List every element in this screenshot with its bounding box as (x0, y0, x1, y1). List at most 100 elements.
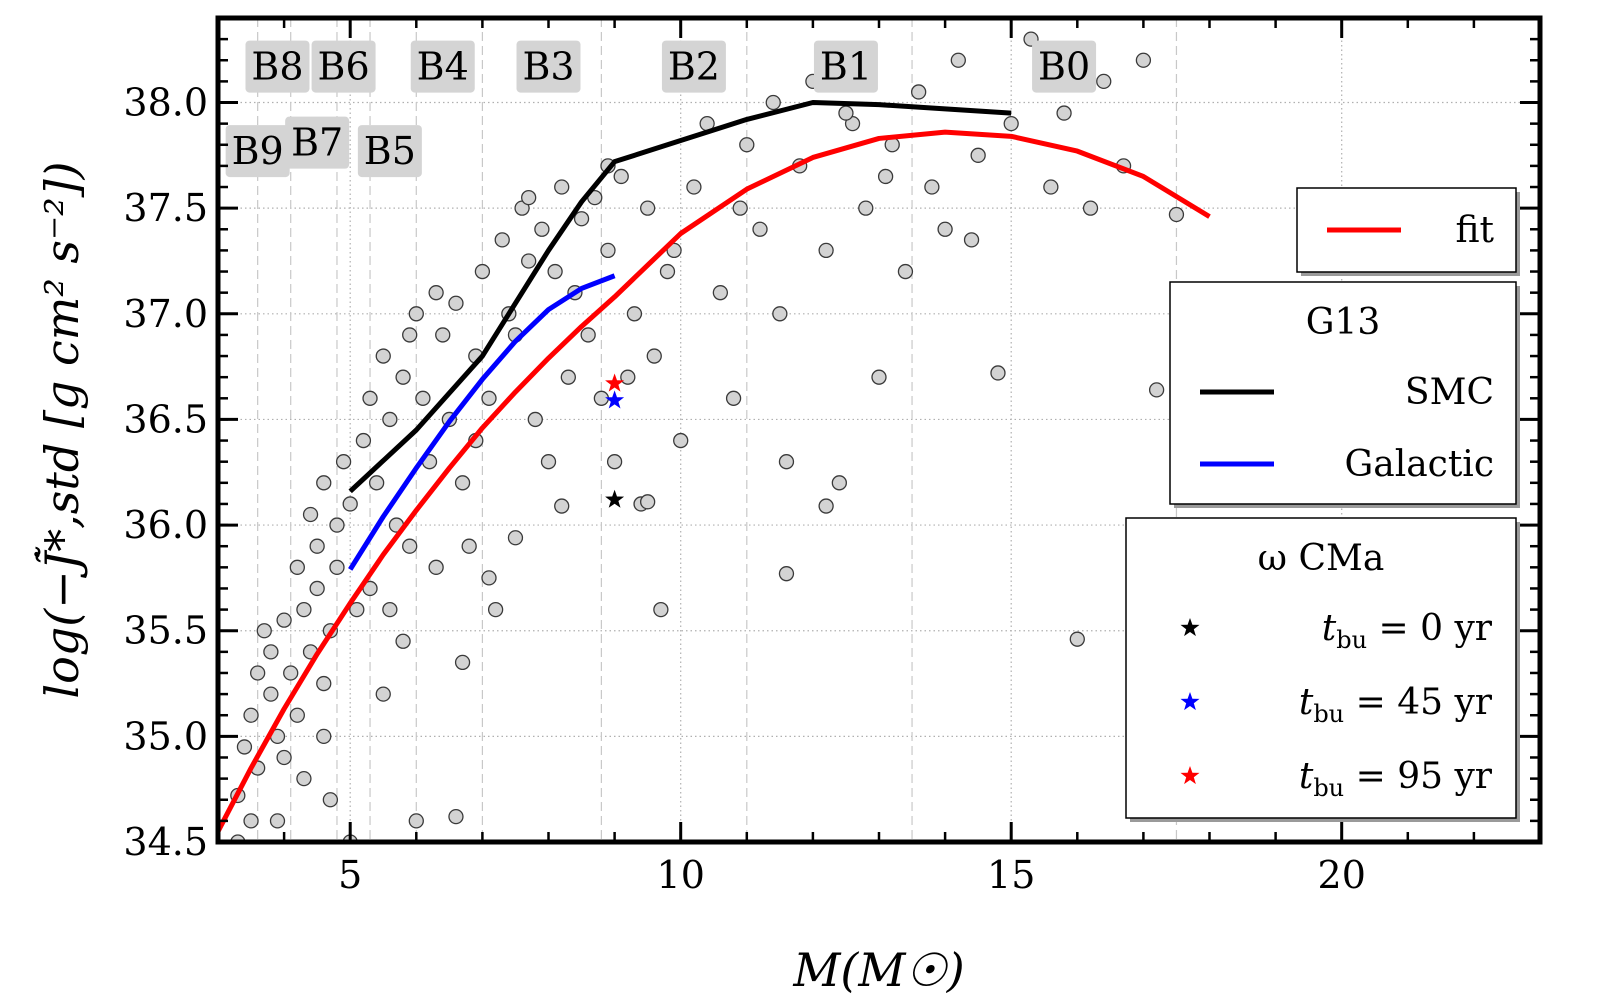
legend-label: SMC (1405, 372, 1494, 413)
x-tick-label: 10 (657, 853, 705, 897)
spectral-type-box (357, 125, 422, 178)
scatter-point (547, 263, 563, 280)
scatter-point (858, 200, 874, 216)
scatter-point (554, 179, 570, 195)
scatter-point (527, 411, 543, 428)
scatter-point (877, 168, 894, 185)
legend-star-swatch (1180, 766, 1200, 785)
scatter-point (329, 517, 345, 533)
spectral-type-box (813, 40, 878, 93)
legend-label: tbu = 0 yr (1322, 608, 1493, 654)
legend-title: G13 (1306, 302, 1381, 343)
scatter-point (474, 263, 491, 280)
scatter-point (402, 538, 418, 554)
scatter-point (283, 665, 299, 681)
scatter-point (428, 285, 444, 301)
scatter-point (269, 813, 286, 829)
y-tick-label: 37.5 (123, 186, 208, 230)
scatter-point (289, 707, 305, 723)
axis-titles: M(M☉) log(−J̃̇*,std [g cm² s⁻²]) (33, 161, 965, 997)
star-marker (605, 373, 625, 392)
scatter-point (990, 365, 1006, 381)
scatter-point (950, 52, 966, 68)
legend-title: ω CMa (1258, 538, 1385, 579)
scatter-point (560, 369, 576, 385)
scatter-point (296, 601, 312, 618)
scatter-point (970, 147, 986, 163)
scatter-point (573, 211, 590, 227)
scatter-point (1096, 73, 1112, 90)
scatter-point (448, 808, 464, 825)
y-axis-title: log(−J̃̇*,std [g cm² s⁻²]) (33, 161, 89, 698)
scatter-point (1082, 200, 1099, 216)
scatter-point (408, 813, 424, 829)
y-tick-label: 34.5 (123, 820, 208, 864)
spectral-type-box (661, 40, 726, 93)
scatter-point (263, 686, 279, 702)
scatter-point (408, 306, 424, 322)
x-tick-label: 20 (1318, 853, 1366, 897)
spectral-type-label: B7 (291, 121, 343, 165)
scatter-point (778, 566, 795, 582)
scatter-point (494, 232, 510, 248)
scatter-point (289, 559, 305, 575)
scatter-point (1043, 179, 1059, 195)
scatter-point (276, 749, 292, 766)
scatter-point (772, 306, 788, 322)
scatter-point (368, 475, 385, 491)
scatter-point (382, 601, 398, 618)
scatter-point (818, 242, 834, 259)
scatter-point (613, 168, 629, 185)
y-tick-label: 36.0 (123, 503, 208, 547)
legend-frame (1125, 517, 1517, 819)
scatter-point (838, 105, 854, 121)
scatter-point (712, 285, 729, 301)
spectral-type-box (225, 125, 290, 178)
scatter-point (395, 369, 411, 385)
scatter-point (1069, 631, 1085, 647)
scatter-point (725, 390, 742, 406)
scatter-point (256, 623, 272, 639)
scatter-point (349, 601, 365, 618)
scatter-point (521, 253, 537, 269)
scatter-point (309, 538, 325, 554)
scatter-point (435, 327, 451, 343)
series-line-smc (348, 100, 1012, 494)
scatter-point (329, 559, 345, 575)
scatter-point (1056, 105, 1072, 121)
legend-label: tbu = 45 yr (1299, 682, 1493, 728)
scatter-point (653, 601, 669, 618)
scatter-point (626, 306, 643, 322)
spectral-type-box (245, 40, 310, 93)
y-tick-label: 37.0 (123, 292, 208, 336)
scatter-point (897, 263, 914, 280)
scatter-point (355, 432, 372, 449)
scatter-point (236, 739, 253, 755)
scatter-point (580, 327, 596, 343)
scatter-point (540, 454, 557, 470)
spectral-type-label: B9 (232, 129, 284, 173)
scatter-point (666, 242, 682, 259)
scatter-point (362, 390, 378, 406)
scatter-point (481, 570, 497, 586)
y-tick-label: 38.0 (123, 81, 208, 125)
scatter-point (302, 506, 319, 523)
scatter-point (487, 601, 504, 618)
scatter-point (263, 644, 279, 660)
scatter-point (646, 348, 662, 364)
scatter-point (395, 633, 411, 649)
scatter-point (316, 675, 332, 692)
curve-layer (215, 100, 1211, 833)
scatter-point (316, 475, 332, 491)
spectral-type-label: B2 (668, 45, 720, 89)
scatter-point (382, 411, 398, 428)
star-marker (605, 390, 625, 409)
legend-box-1: fit (1296, 187, 1520, 276)
scatter-point (593, 390, 610, 406)
scatter-point (454, 654, 471, 671)
scatter-point (831, 475, 847, 491)
scatter-point (1168, 206, 1185, 223)
legend-box-2: G13 SMC Galactic (1169, 281, 1520, 508)
scatter-point (402, 327, 418, 343)
